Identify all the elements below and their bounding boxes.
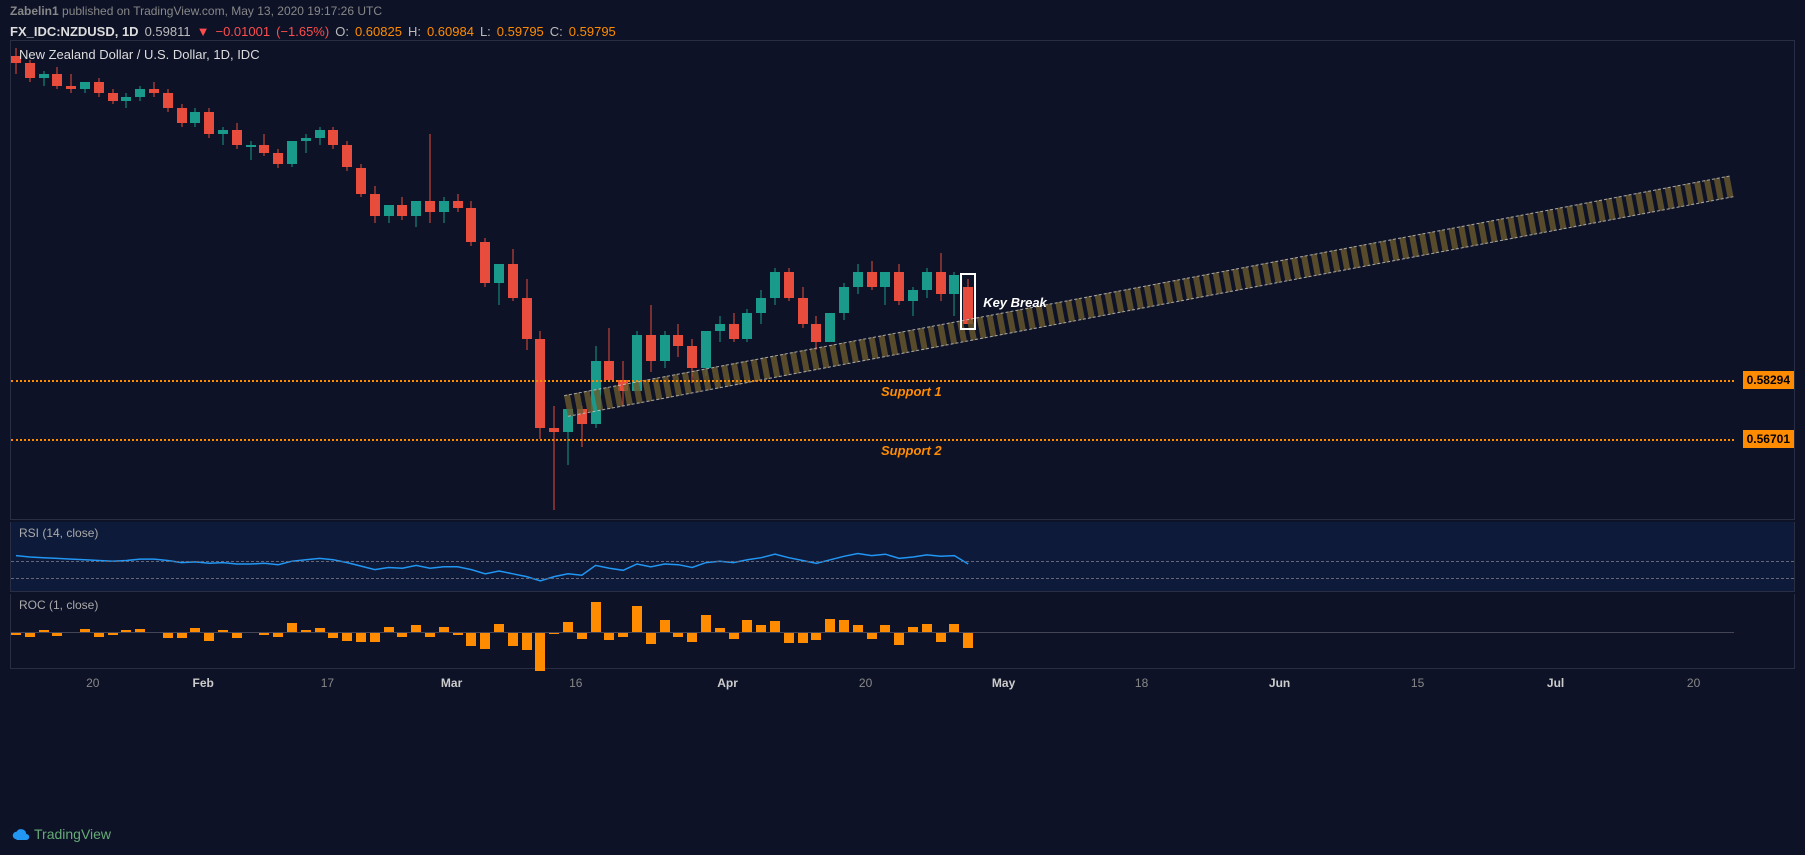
roc-bar	[729, 632, 739, 639]
rsi-title: RSI (14, close)	[19, 526, 98, 540]
roc-bar	[563, 622, 573, 632]
roc-bar	[756, 625, 766, 632]
key-break-box	[960, 273, 976, 330]
roc-bar	[204, 632, 214, 641]
roc-bar	[522, 632, 532, 650]
roc-bar	[853, 625, 863, 632]
roc-bar	[287, 623, 297, 632]
support-1-label: Support 1	[881, 384, 942, 399]
key-break-label: Key Break	[983, 295, 1047, 310]
time-axis: 20Feb17Mar16Apr20May18Jun15Jul20	[10, 670, 1795, 695]
roc-bar	[880, 625, 890, 632]
roc-bar	[742, 620, 752, 632]
roc-bar	[922, 624, 932, 632]
roc-bar	[894, 632, 904, 645]
price-last: 0.59811	[145, 24, 191, 39]
roc-bar	[466, 632, 476, 646]
roc-bar	[577, 632, 587, 639]
roc-bar	[342, 632, 352, 641]
price-change: −0.01001	[215, 24, 270, 39]
rsi-pane[interactable]: RSI (14, close) 40.00 RSI	[10, 522, 1795, 592]
roc-bar	[784, 632, 794, 643]
dir-arrow: ▼	[197, 24, 210, 39]
roc-bar	[508, 632, 518, 646]
support-2-label: Support 2	[881, 443, 942, 458]
roc-pane[interactable]: ROC (1, close) 2.500.00-2.50 ROC	[10, 594, 1795, 669]
roc-bar	[867, 632, 877, 639]
pane-title: New Zealand Dollar / U.S. Dollar, 1D, ID…	[19, 47, 260, 62]
roc-bar	[811, 632, 821, 640]
roc-bar	[411, 625, 421, 632]
roc-bar	[646, 632, 656, 644]
roc-bar	[949, 624, 959, 632]
roc-bar	[494, 624, 504, 632]
roc-bar	[798, 632, 808, 643]
roc-bar	[591, 602, 601, 632]
tradingview-logo[interactable]: TradingView	[12, 825, 111, 843]
rsi-line	[11, 522, 1736, 591]
roc-bar	[825, 619, 835, 632]
roc-bar	[480, 632, 490, 649]
roc-bar	[687, 632, 697, 642]
roc-bar	[701, 615, 711, 632]
roc-bar	[770, 621, 780, 632]
roc-bar	[660, 620, 670, 632]
publish-header: Zabelin1 published on TradingView.com, M…	[0, 0, 1805, 22]
roc-bar	[370, 632, 380, 642]
roc-bar	[936, 632, 946, 642]
roc-bar	[604, 632, 614, 640]
roc-bar	[632, 606, 642, 632]
price-change-pct: (−1.65%)	[276, 24, 329, 39]
roc-bar	[963, 632, 973, 649]
ohlc-o: 0.60825	[355, 24, 402, 39]
symbol[interactable]: FX_IDC:NZDUSD, 1D	[10, 24, 139, 39]
roc-bar	[535, 632, 545, 671]
roc-title: ROC (1, close)	[19, 598, 98, 612]
cloud-icon	[12, 825, 30, 843]
ohlc-h: 0.60984	[427, 24, 474, 39]
main-chart-pane[interactable]: New Zealand Dollar / U.S. Dollar, 1D, ID…	[10, 40, 1795, 520]
roc-bar	[356, 632, 366, 642]
roc-bar	[839, 620, 849, 632]
ohlc-bar: FX_IDC:NZDUSD, 1D 0.59811 ▼ −0.01001 (−1…	[0, 22, 1805, 41]
ohlc-l: 0.59795	[497, 24, 544, 39]
ohlc-c: 0.59795	[569, 24, 616, 39]
